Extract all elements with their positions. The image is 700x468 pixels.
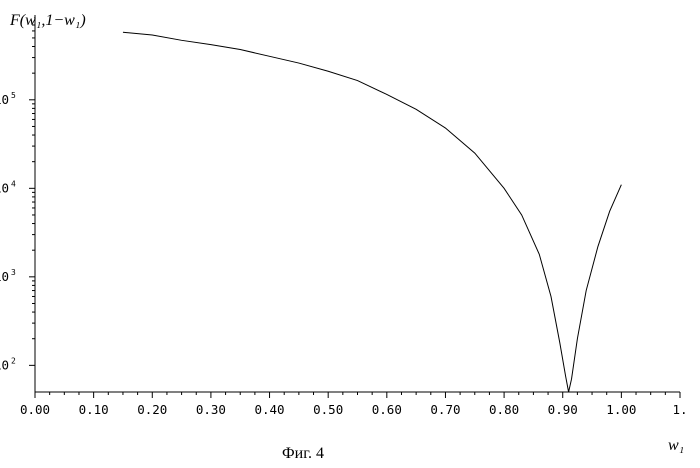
y-tick-label: 10 (0, 269, 9, 284)
x-tick-label: 0.40 (254, 402, 284, 417)
figure-caption: Фиг. 4 (282, 445, 324, 462)
y-tick-exponent: 5 (11, 91, 16, 100)
x-tick-label: 0.50 (313, 402, 343, 417)
series-group (123, 32, 621, 392)
x-tick-label: 0.30 (196, 402, 226, 417)
x-tick-label: 0.20 (137, 402, 167, 417)
series-line (123, 32, 621, 392)
y-tick-label: 10 (0, 357, 9, 372)
y-tick-label: 10 (0, 92, 9, 107)
x-tick-label: 0.90 (548, 402, 578, 417)
y-tick-label: 10 (0, 180, 9, 195)
x-tick-label: 1.00 (606, 402, 636, 417)
y-ticks: 102103104105 (0, 25, 35, 372)
y-axis-label: F(w₁,1−w₁) (9, 12, 86, 29)
x-tick-label: 0.70 (430, 402, 460, 417)
x-tick-label: 0.60 (372, 402, 402, 417)
x-tick-label: 0.00 (20, 402, 50, 417)
y-tick-exponent: 3 (11, 268, 16, 277)
y-tick-exponent: 4 (11, 179, 16, 188)
y-tick-exponent: 2 (11, 356, 16, 365)
axes (35, 15, 680, 392)
x-tick-label: 0.10 (79, 402, 109, 417)
x-ticks: 0.00 0.10 0.20 0.30 0.40 0.50 0.60 0.70 0.80 0.90… (20, 392, 688, 417)
x-axis-label: w₁ (668, 437, 684, 454)
x-tick-label: 1. (672, 402, 687, 417)
x-tick-label: 0.80 (489, 402, 519, 417)
